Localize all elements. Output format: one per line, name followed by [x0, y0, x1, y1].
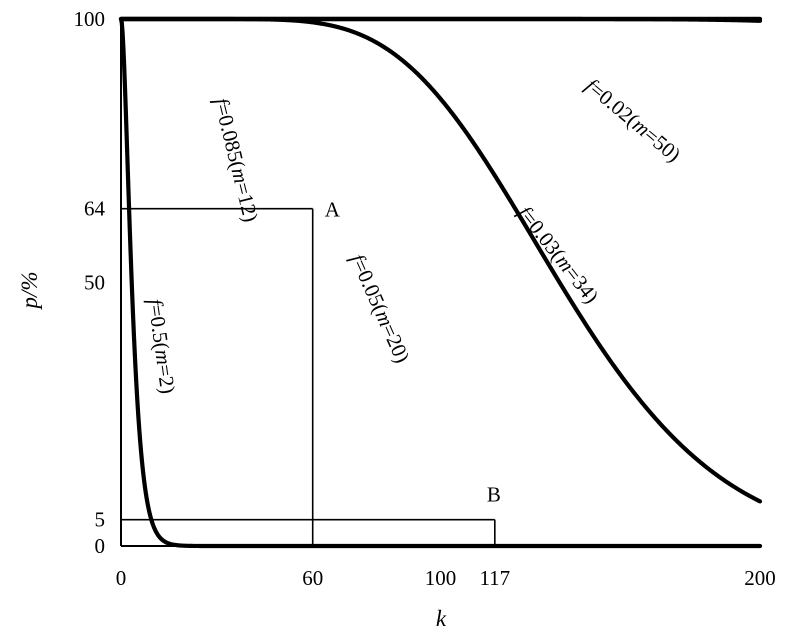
series-line-0 [118, 16, 763, 549]
y-tick-label: 100 [74, 7, 106, 31]
x-tick-label: 60 [302, 566, 323, 590]
y-tick-label: 0 [95, 534, 106, 558]
point-labels: AB [325, 198, 501, 507]
series-label-1: f=0.085(m=12) [209, 95, 263, 224]
y-tick-label: 50 [84, 271, 105, 295]
series-label-3: f=0.03(m=34) [513, 201, 604, 308]
curves [118, 16, 763, 549]
y-tick-label: 64 [84, 197, 106, 221]
x-tick-label: 117 [479, 566, 510, 590]
point-label-A: A [325, 198, 341, 222]
guide-lines [121, 207, 496, 546]
x-tick-label: 100 [425, 566, 457, 590]
y-tick-label: 5 [95, 508, 106, 532]
y-axis-label: p/% [17, 271, 42, 310]
series-label-4: f=0.02(m=50) [581, 73, 686, 166]
series-line-1 [118, 16, 763, 504]
curve-labels: f=0.5(m=2) f=0.085(m=12) f=0.05(m=20) f=0.0… [143, 73, 685, 395]
point-label-B: B [487, 483, 501, 507]
series-label-2: f=0.05(m=20) [345, 250, 414, 366]
x-tick-label: 200 [744, 566, 776, 590]
x-tick-label: 0 [116, 566, 127, 590]
series-label-0: f=0.5(m=2) [143, 297, 180, 395]
x-axis-label: k [436, 606, 447, 631]
